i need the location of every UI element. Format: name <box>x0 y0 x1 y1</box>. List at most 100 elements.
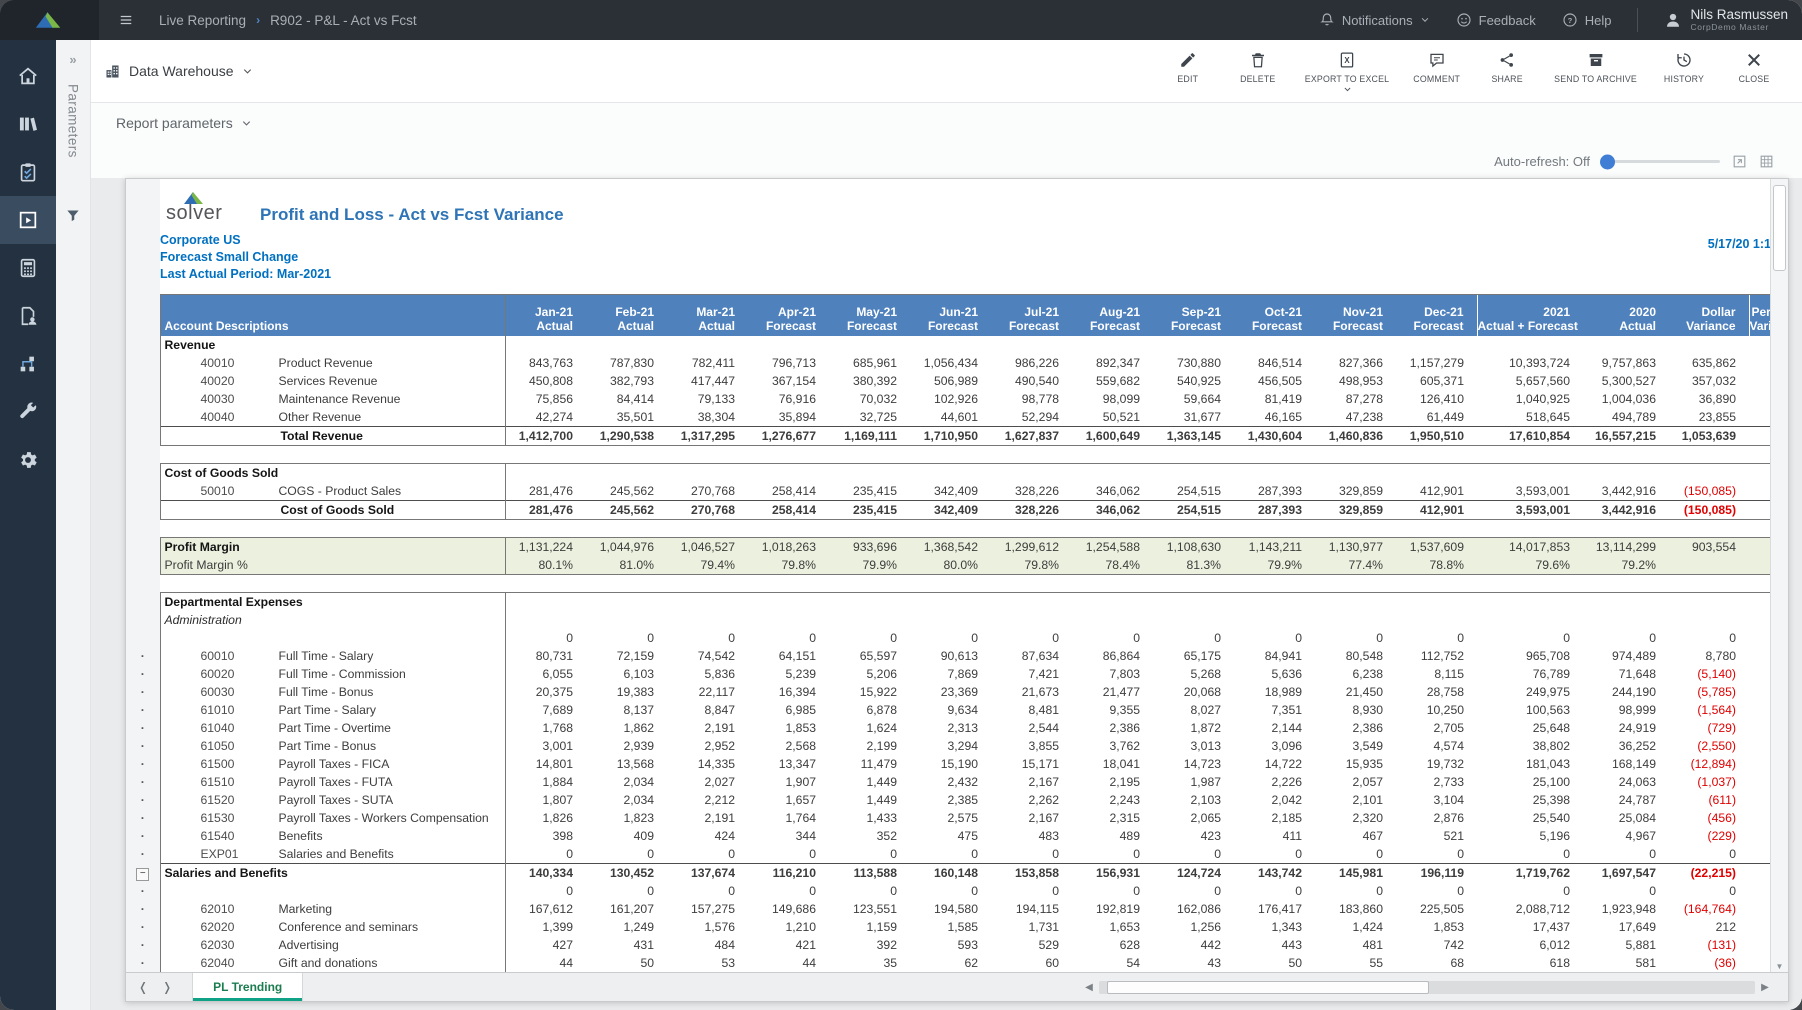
table-cell: 328,226 <box>1014 484 1059 498</box>
table-cell: 2,262 <box>1028 793 1060 807</box>
table-cell: 559,682 <box>1095 374 1140 388</box>
column-header-jan-21: Jan-21 Actual <box>505 294 586 336</box>
sheet-tab-pl-trending[interactable]: PL Trending <box>192 973 304 1001</box>
open-in-window-icon[interactable] <box>1732 154 1747 169</box>
column-header-account-descriptions: Account Descriptions <box>159 294 506 336</box>
sidebar-item-document-person[interactable] <box>0 292 56 340</box>
table-row-62020: · 62020 Conference and seminars 1,399 1,249 1… <box>126 918 1771 936</box>
table-cell: (22,215) <box>1669 863 1749 882</box>
report-page: solver Profit and Loss - Act vs Fcst Var… <box>125 178 1789 1002</box>
history-button[interactable]: HISTORY <box>1652 47 1716 86</box>
table-cell: 974,489 <box>1611 649 1656 663</box>
table-cell: 1,363,145 <box>1153 426 1234 446</box>
table-cell: 0 <box>890 847 897 861</box>
sidebar-item-home[interactable] <box>0 52 56 100</box>
parameters-expand-button[interactable]: » <box>69 52 77 67</box>
table-cell: 7,803 <box>1109 667 1141 681</box>
table-cell: 162,086 <box>1176 902 1221 916</box>
table-cell <box>586 592 667 611</box>
comment-button[interactable]: COMMENT <box>1404 47 1469 86</box>
table-cell: 194,580 <box>933 902 978 916</box>
report-subtitle-line: Last Actual Period: Mar-2021 <box>160 267 332 281</box>
user-avatar-icon <box>1664 11 1682 29</box>
table-cell: 1,853 <box>1433 920 1465 934</box>
table-cell: 79.9% <box>829 556 910 575</box>
data-source-dropdown[interactable]: Data Warehouse <box>104 63 253 80</box>
notifications-button[interactable]: Notifications <box>1319 12 1430 28</box>
sidebar-item-library[interactable] <box>0 100 56 148</box>
table-cell: 490,540 <box>1014 374 1059 388</box>
breadcrumb-current[interactable]: R902 - P&L - Act vs Fcst <box>270 12 417 28</box>
table-cell: 16,394 <box>778 685 816 699</box>
outline-dot: · <box>140 938 145 952</box>
sidebar-item-tasks-clipboard[interactable] <box>0 148 56 196</box>
table-cell <box>1153 336 1234 354</box>
table-cell: 1,130,977 <box>1315 537 1396 556</box>
row-label-cell: Profit Margin % <box>159 556 506 575</box>
table-cell <box>586 463 667 482</box>
edit-button[interactable]: EDIT <box>1156 47 1220 86</box>
vertical-scrollbar[interactable]: ▼ <box>1770 179 1788 973</box>
table-row: Administration <box>126 611 1771 629</box>
menu-hamburger-icon[interactable] <box>117 13 135 27</box>
table-cell: 593 <box>957 938 978 952</box>
table-cell: 0 <box>728 884 735 898</box>
table-cell: 38,802 <box>1532 739 1570 753</box>
table-cell: 0 <box>1214 847 1221 861</box>
export-to-excel-button[interactable]: X EXPORT TO EXCEL <box>1296 47 1399 96</box>
horizontal-scrollbar-track[interactable] <box>1099 980 1755 994</box>
help-button[interactable]: ? Help <box>1562 12 1611 28</box>
table-cell: 9,757,863 <box>1601 356 1656 370</box>
table-cell: 18,989 <box>1264 685 1302 699</box>
send-to-archive-button[interactable]: SEND TO ARCHIVE <box>1545 47 1646 86</box>
grid-view-icon[interactable] <box>1759 154 1774 169</box>
sheet-nav-prev-icon[interactable]: ❬ <box>138 980 149 994</box>
table-cell: (1,564) <box>1697 703 1736 717</box>
outline-dot: · <box>140 667 145 681</box>
table-cell <box>1583 463 1669 482</box>
sidebar-item-report-player[interactable] <box>0 196 56 244</box>
sidebar-item-calculator[interactable] <box>0 244 56 292</box>
close-button[interactable]: CLOSE <box>1722 47 1786 86</box>
sidebar-item-admin-tools[interactable] <box>0 388 56 436</box>
sidebar-item-settings-gear[interactable] <box>0 436 56 484</box>
vertical-scrollbar-thumb[interactable] <box>1773 185 1786 271</box>
table-cell: 0 <box>728 847 735 861</box>
table-cell: 0 <box>1457 884 1464 898</box>
sidebar-item-integration-nodes[interactable] <box>0 340 56 388</box>
notifications-label: Notifications <box>1341 12 1413 28</box>
report-parameters-toggle[interactable]: Report parameters <box>116 115 252 131</box>
table-cell: 412,901 <box>1396 500 1477 520</box>
table-cell: 13,568 <box>616 757 654 771</box>
share-button[interactable]: SHARE <box>1475 47 1539 86</box>
slider-knob[interactable] <box>1600 154 1615 169</box>
sheet-nav-next-icon[interactable]: ❭ <box>162 980 173 994</box>
table-cell: 2,320 <box>1352 811 1384 825</box>
feedback-button[interactable]: Feedback <box>1456 12 1536 28</box>
scroll-right-arrow-icon[interactable]: ▶ <box>1761 981 1769 993</box>
user-role: CorpDemo Master <box>1690 22 1769 32</box>
outline-collapse-toggle[interactable]: − <box>136 867 150 881</box>
app-logo[interactable] <box>0 0 99 40</box>
horizontal-scrollbar-thumb[interactable] <box>1107 980 1429 994</box>
table-cell: 123,551 <box>852 902 897 916</box>
table-cell: 78.8% <box>1396 556 1477 575</box>
breadcrumb-root[interactable]: Live Reporting <box>159 12 247 28</box>
scroll-left-arrow-icon[interactable]: ◀ <box>1085 981 1093 993</box>
outline-gutter-cell <box>126 501 160 520</box>
delete-button[interactable]: DELETE <box>1226 47 1290 86</box>
auto-refresh-slider[interactable] <box>1600 154 1720 169</box>
table-cell <box>1749 426 1771 446</box>
table-cell: 1,143,211 <box>1234 537 1315 556</box>
user-menu[interactable]: Nils Rasmussen CorpDemo Master <box>1664 8 1788 32</box>
table-cell: 13,114,299 <box>1583 537 1669 556</box>
filter-funnel-icon[interactable] <box>66 208 81 223</box>
table-cell: 113,588 <box>829 863 910 882</box>
table-cell: 5,196 <box>1539 829 1571 843</box>
scroll-down-arrow-icon[interactable]: ▼ <box>1775 962 1784 971</box>
table-cell <box>1396 463 1477 482</box>
table-cell: 0 <box>1457 631 1464 645</box>
table-cell <box>748 592 829 611</box>
outline-gutter-cell: · <box>126 755 160 773</box>
horizontal-scrollbar[interactable]: ◀ ▶ <box>1082 980 1772 994</box>
